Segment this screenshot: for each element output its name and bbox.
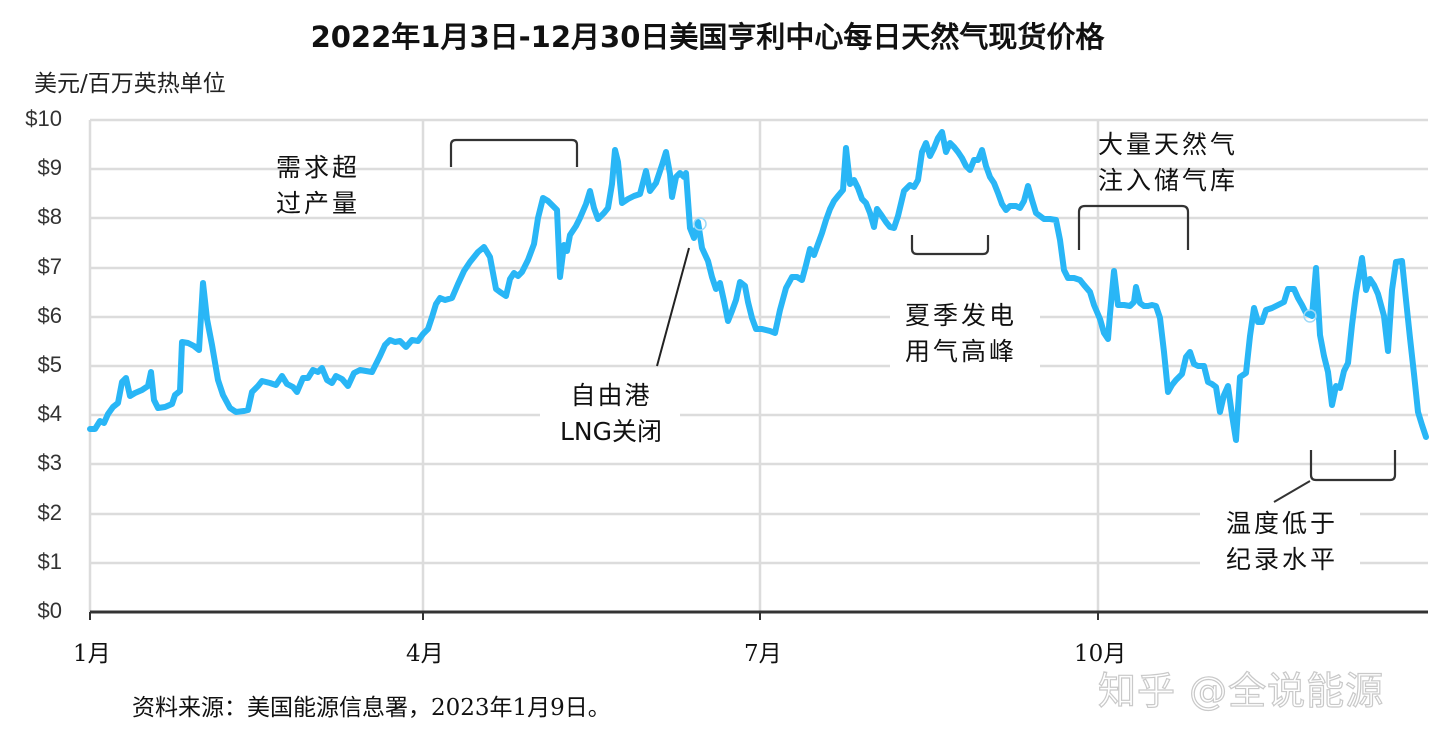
y-tick-label: $2 (37, 500, 62, 525)
annotation-cold-line2: 纪录水平 (1226, 545, 1339, 574)
x-axis-ticks (89, 612, 1099, 620)
annotation-demand: 需求超 过产量 (276, 150, 360, 222)
leader-cold (1273, 480, 1311, 503)
bracket-cold (1309, 450, 1397, 482)
leader-freeport (656, 247, 690, 367)
y-tick-label: $8 (37, 204, 62, 229)
source-note: 资料来源：美国能源信息署，2023年1月9日。 (132, 695, 611, 721)
annotation-summer: 夏季发电 用气高峰 (905, 298, 1017, 370)
marker-freeport (693, 217, 707, 231)
price-line (87, 129, 1429, 443)
annotation-demand-line1: 需求超 (276, 153, 361, 182)
annotation-brackets (449, 138, 1397, 482)
chart-title: 2022年1月3日-12月30日美国亨利中心每日天然气现货价格 (310, 20, 1105, 54)
y-tick-label: $10 (25, 106, 62, 131)
y-tick-label: $0 (37, 598, 62, 623)
annotation-demand-line2: 过产量 (276, 189, 361, 218)
annotation-storage-line1: 大量天然气 (1098, 130, 1239, 159)
marker-cold (1303, 309, 1317, 323)
y-tick-label: $3 (37, 450, 62, 475)
bracket-summer (910, 235, 990, 256)
annotation-freeport-line2: LNG关闭 (559, 417, 662, 446)
annotation-freeport-line1: 自由港 (570, 381, 652, 410)
y-tick-label: $7 (37, 254, 62, 279)
annotation-freeport: 自由港 LNG关闭 (556, 378, 666, 450)
annotation-summer-line2: 用气高峰 (905, 337, 1018, 366)
x-tick-label: 1月 (73, 641, 111, 667)
annotation-cold: 温度低于 纪录水平 (1226, 506, 1338, 578)
watermark: 知乎 @全说能源 (1097, 668, 1385, 713)
y-axis-unit-label: 美元/百万英热单位 (34, 71, 226, 97)
y-tick-label: $1 (37, 549, 62, 574)
bracket-storage (1077, 204, 1190, 250)
y-tick-label: $4 (37, 401, 62, 426)
bracket-demand (449, 138, 579, 167)
y-tick-label: $5 (37, 352, 62, 377)
annotation-storage: 大量天然气 注入储气库 (1098, 127, 1238, 199)
y-tick-label: $6 (37, 303, 62, 328)
annotation-summer-line1: 夏季发电 (905, 301, 1018, 330)
y-tick-label: $9 (37, 155, 62, 180)
x-tick-label: 7月 (744, 641, 782, 667)
x-tick-label: 10月 (1074, 641, 1127, 667)
annotation-storage-line2: 注入储气库 (1098, 166, 1239, 195)
annotation-cold-line1: 温度低于 (1226, 509, 1339, 538)
x-tick-label: 4月 (406, 641, 444, 667)
